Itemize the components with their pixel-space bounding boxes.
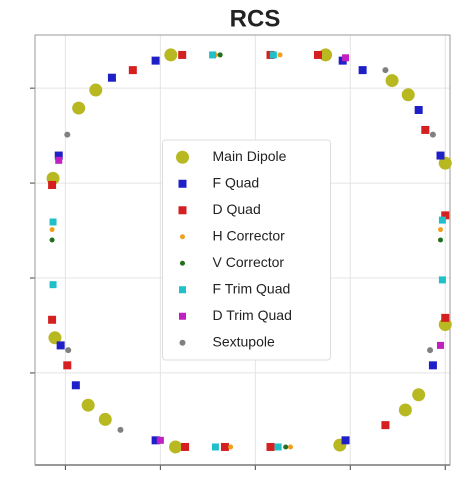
point: [436, 151, 445, 160]
point: [48, 331, 62, 345]
point: [209, 51, 217, 59]
point: [151, 436, 160, 445]
point: [414, 105, 423, 114]
point: [287, 444, 293, 450]
point: [438, 156, 452, 170]
point: [437, 341, 445, 349]
legend-label: D Quad: [213, 201, 261, 217]
point: [274, 443, 282, 451]
point: [64, 131, 71, 138]
chart-title: RCS: [230, 5, 281, 32]
legend-label: V Corrector: [213, 254, 285, 270]
legend-marker: [178, 206, 187, 215]
point: [358, 66, 367, 75]
point: [438, 216, 446, 224]
point: [63, 361, 72, 370]
point: [217, 52, 223, 58]
point: [98, 412, 112, 426]
point: [266, 442, 275, 451]
point: [128, 66, 137, 75]
point: [441, 313, 450, 322]
point: [381, 421, 390, 430]
point: [56, 341, 65, 350]
point: [319, 48, 333, 62]
point: [427, 347, 434, 354]
point: [117, 426, 124, 433]
point: [401, 88, 415, 102]
point: [151, 56, 160, 65]
legend: Main Dipole F Quad D Quad H Corrector V Corr…: [162, 139, 331, 361]
point: [313, 50, 322, 59]
legend-label: Main Dipole: [213, 148, 287, 164]
legend-marker: [180, 234, 185, 240]
point: [385, 74, 399, 88]
legend-marker: [180, 260, 185, 266]
point: [269, 51, 277, 59]
point: [54, 151, 63, 160]
point: [49, 237, 55, 243]
legend-label: F Trim Quad: [213, 280, 291, 296]
point: [65, 347, 72, 354]
legend-marker: [179, 339, 186, 346]
point: [341, 436, 350, 445]
point: [178, 50, 187, 59]
legend-marker: [179, 312, 186, 320]
point: [438, 276, 446, 284]
point: [48, 315, 57, 324]
plot-frame: [34, 34, 451, 466]
point: [412, 388, 426, 402]
point: [211, 443, 219, 451]
point: [48, 180, 57, 189]
point: [81, 398, 95, 412]
point: [220, 442, 229, 451]
point: [89, 83, 103, 97]
point: [277, 52, 283, 58]
legend-label: Sextupole: [213, 333, 275, 349]
legend-marker: [176, 150, 189, 164]
point: [49, 227, 55, 233]
legend-label: D Trim Quad: [213, 307, 292, 323]
point: [49, 218, 57, 226]
point: [438, 237, 444, 243]
point: [228, 444, 234, 450]
legend-label: F Quad: [213, 174, 260, 190]
legend-label: H Corrector: [213, 227, 286, 243]
point: [283, 444, 289, 450]
point: [398, 403, 412, 417]
point: [421, 125, 430, 134]
point: [382, 67, 389, 74]
point: [156, 436, 164, 444]
point: [181, 442, 190, 451]
point: [428, 361, 437, 370]
point: [71, 381, 80, 390]
point: [55, 156, 63, 164]
point: [441, 211, 450, 220]
point: [429, 131, 436, 138]
point: [49, 281, 57, 289]
legend-box: [162, 139, 331, 361]
point: [438, 227, 444, 233]
legend-marker: [178, 179, 187, 188]
point: [342, 54, 350, 62]
legend-marker: [179, 286, 186, 294]
point: [107, 73, 116, 82]
point: [164, 48, 178, 62]
point: [169, 440, 183, 454]
point: [72, 101, 86, 115]
marks: [46, 48, 452, 454]
